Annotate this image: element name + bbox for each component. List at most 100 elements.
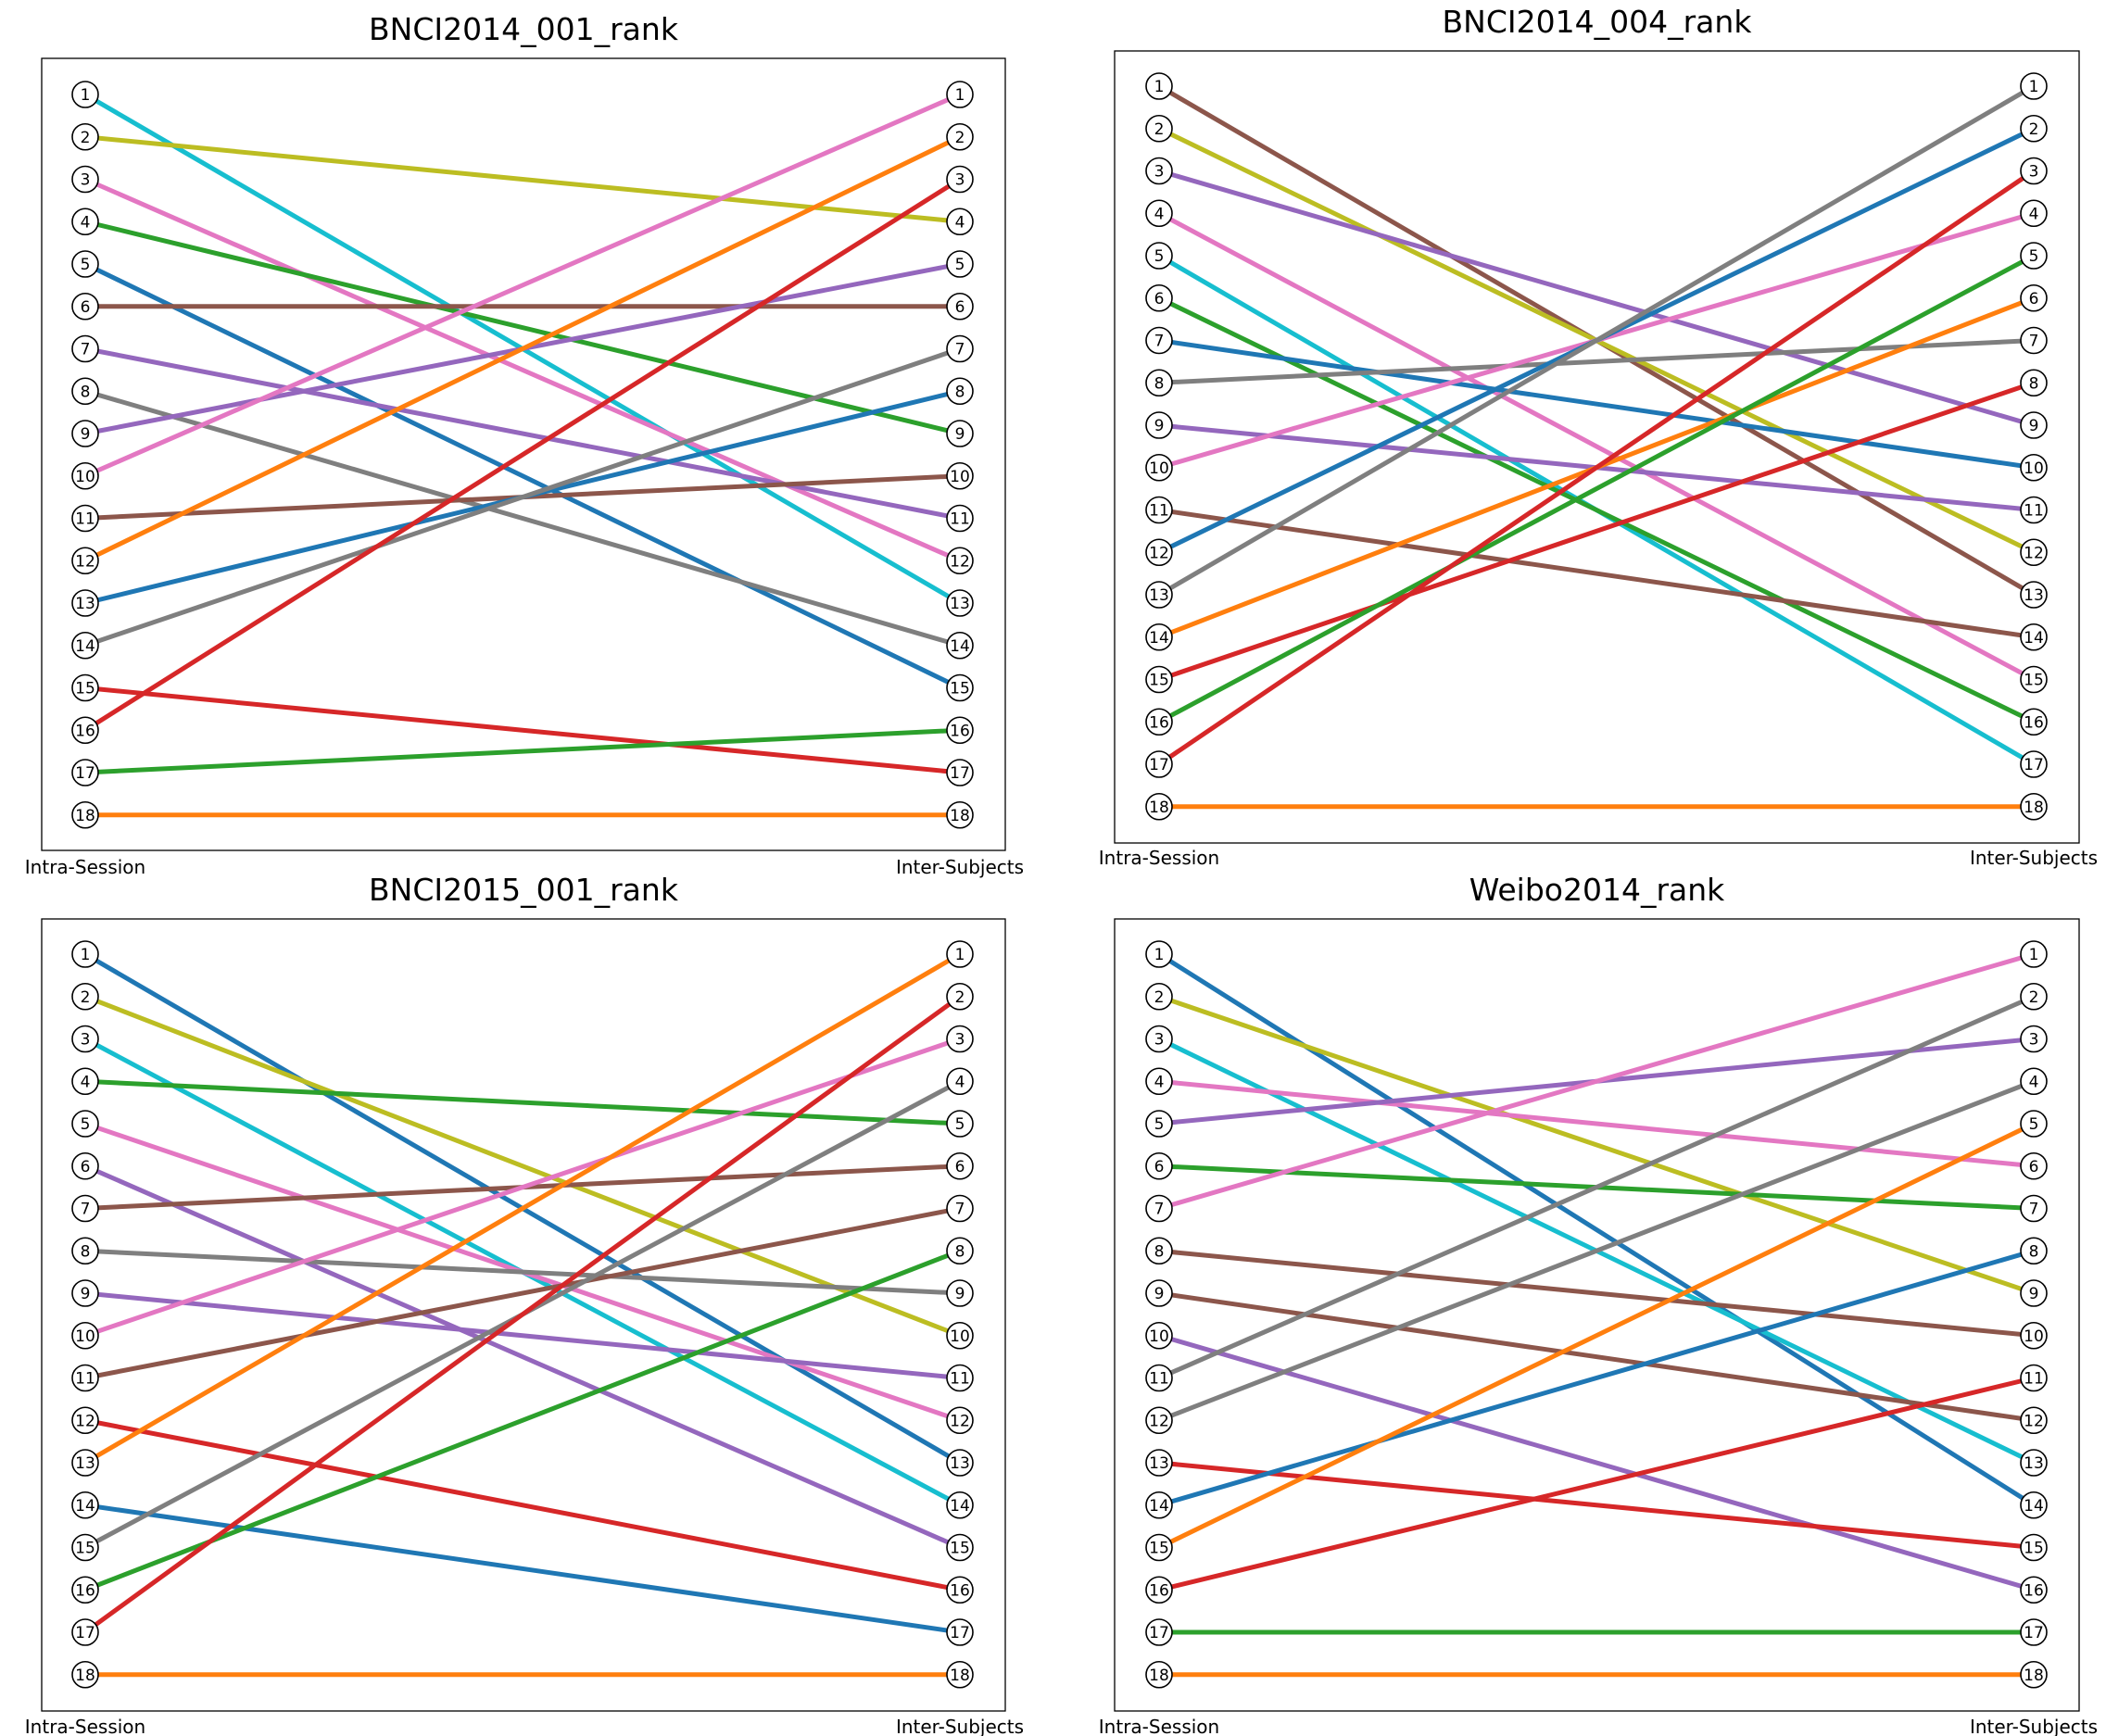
rank-marker xyxy=(946,250,974,278)
rank-label: 11 xyxy=(2024,1370,2044,1389)
series-line-1 xyxy=(1157,951,2036,1507)
rank-marker xyxy=(2020,982,2048,1011)
rank-marker xyxy=(946,122,974,151)
rank-label: 10 xyxy=(1149,1327,1169,1346)
rank-marker xyxy=(1145,157,1173,185)
rank-marker xyxy=(946,1491,974,1519)
rank-marker xyxy=(2020,114,2048,143)
rank-label: 12 xyxy=(75,1412,95,1430)
rank-label: 5 xyxy=(2029,247,2039,266)
series-line-10 xyxy=(84,92,961,479)
rank-marker xyxy=(946,1618,974,1646)
x-label-intra-session: Intra-Session xyxy=(25,856,145,878)
rank-label: 15 xyxy=(1149,1540,1169,1558)
rank-marker xyxy=(1145,1660,1173,1689)
rank-marker xyxy=(2020,538,2048,567)
rank-marker xyxy=(2020,411,2048,439)
rank-marker xyxy=(71,504,99,533)
series-line-9 xyxy=(1158,1290,2035,1423)
series-line-17 xyxy=(83,994,962,1635)
rank-label: 16 xyxy=(75,722,95,740)
rank-marker xyxy=(2020,283,2048,312)
rank-label: 7 xyxy=(955,341,965,359)
series-lines xyxy=(1157,83,2036,810)
series-line-6 xyxy=(84,1164,961,1550)
rank-label: 15 xyxy=(2024,1540,2044,1558)
rank-label: 18 xyxy=(75,807,95,825)
rank-label: 1 xyxy=(955,946,965,964)
rank-marker xyxy=(2020,1533,2048,1562)
rank-label: 10 xyxy=(950,468,970,486)
series-line-4 xyxy=(1157,211,2036,682)
rank-label: 4 xyxy=(2029,1073,2039,1091)
rank-label: 11 xyxy=(75,1370,95,1389)
rank-marker xyxy=(2020,1449,2048,1477)
rank-label: 15 xyxy=(950,1540,970,1558)
rank-label: 15 xyxy=(75,1540,95,1558)
rank-marker xyxy=(2020,792,2048,821)
rank-marker xyxy=(946,1576,974,1604)
rank-label: 12 xyxy=(1149,1412,1169,1430)
rank-marker xyxy=(1145,1025,1173,1053)
rank-label: 14 xyxy=(2024,1497,2044,1516)
rank-marker xyxy=(2020,1151,2048,1180)
rank-label: 6 xyxy=(2029,290,2039,308)
rank-label: 9 xyxy=(1154,417,1165,435)
rank-label: 9 xyxy=(2029,1285,2039,1303)
series-line-12 xyxy=(1158,1078,2035,1423)
rank-marker xyxy=(946,1364,974,1392)
rank-label: 8 xyxy=(2029,374,2039,393)
rank-label: 18 xyxy=(1149,1667,1169,1685)
rank-label: 6 xyxy=(1154,290,1165,308)
rank-marker xyxy=(2020,1660,2048,1689)
series-line-8 xyxy=(1158,338,2035,385)
series-lines xyxy=(83,92,962,818)
rank-label: 13 xyxy=(75,1454,95,1473)
rank-label: 9 xyxy=(2029,417,2039,435)
rank-marker xyxy=(946,504,974,533)
rank-marker xyxy=(2020,1491,2048,1519)
rank-marker xyxy=(2020,1576,2048,1604)
rank-marker xyxy=(71,1237,99,1265)
rank-marker xyxy=(1145,1321,1173,1350)
rank-label: 17 xyxy=(950,1624,970,1642)
rank-marker xyxy=(1145,199,1173,228)
rank-marker xyxy=(71,334,99,363)
rank-marker xyxy=(1145,792,1173,821)
axes-frame xyxy=(41,918,1006,1712)
rank-label: 10 xyxy=(75,1327,95,1346)
rank-marker xyxy=(1145,1449,1173,1477)
series-line-8 xyxy=(1158,1248,2035,1339)
rank-label: 17 xyxy=(2024,1624,2044,1642)
rank-label: 18 xyxy=(75,1667,95,1685)
rank-label: 4 xyxy=(955,1073,965,1091)
rank-label: 2 xyxy=(81,129,91,147)
rank-marker xyxy=(71,673,99,702)
rank-marker xyxy=(71,208,99,236)
rank-marker xyxy=(2020,326,2048,355)
series-line-2 xyxy=(1158,994,2035,1296)
rank-label: 2 xyxy=(2029,988,2039,1007)
rank-marker xyxy=(1145,581,1173,609)
x-label-intra-session: Intra-Session xyxy=(1099,847,1219,869)
rank-label: 6 xyxy=(81,298,91,317)
series-line-12 xyxy=(83,134,962,563)
rank-label: 12 xyxy=(75,552,95,571)
rank-marker xyxy=(2020,750,2048,778)
rank-marker xyxy=(946,716,974,745)
rank-label: 13 xyxy=(1149,1454,1169,1473)
rank-marker xyxy=(1145,940,1173,968)
rank-marker xyxy=(71,420,99,447)
panel-bnci2014-004: BNCI2014_004_rank Intra-Session Inter-Subj… xyxy=(1099,4,2098,869)
rank-label: 2 xyxy=(81,988,91,1007)
rank-marker xyxy=(946,1279,974,1307)
series-line-16 xyxy=(1158,1376,2035,1592)
series-line-14 xyxy=(84,1503,961,1635)
chart-title: BNCI2014_001_rank xyxy=(369,11,679,47)
series-line-15 xyxy=(1157,1121,2036,1550)
rank-marker xyxy=(2020,1194,2048,1223)
x-label-intra-session: Intra-Session xyxy=(1099,1716,1219,1736)
rank-marker xyxy=(71,1491,99,1519)
rank-marker xyxy=(2020,1279,2048,1307)
